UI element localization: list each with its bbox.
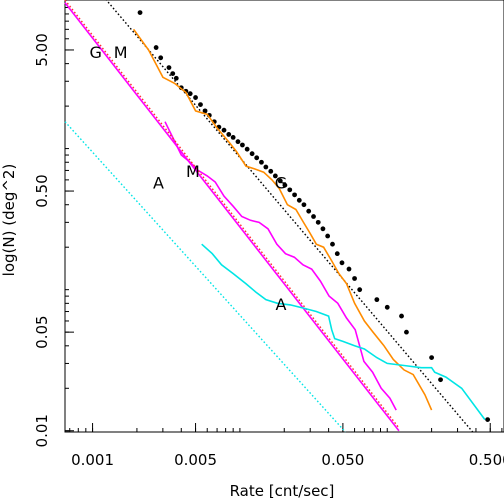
- annotation-A: A: [276, 295, 287, 314]
- annotation-G: G: [275, 174, 287, 193]
- data-point: [287, 187, 293, 193]
- data-point: [296, 197, 302, 203]
- x-tick-label: 0.005: [174, 451, 217, 469]
- data-point: [240, 142, 245, 148]
- y-tick-label: 0.05: [33, 315, 51, 348]
- data-point: [153, 45, 159, 50]
- y-tick-label: 0.50: [33, 174, 51, 207]
- series-G: [132, 28, 433, 411]
- data-point: [311, 214, 316, 219]
- data-point: [384, 304, 390, 310]
- x-tick-label: 0.500: [469, 451, 504, 469]
- y-axis-label: log(N) (deg^2): [0, 164, 18, 277]
- data-point: [315, 219, 321, 225]
- x-tick-label: 0.050: [321, 451, 364, 469]
- data-point: [173, 75, 179, 81]
- data-point: [272, 173, 278, 179]
- data-point: [429, 355, 435, 361]
- series-model_GM: [64, 0, 400, 429]
- data-point: [221, 127, 227, 133]
- x-axis-label: Rate [cnt/sec]: [230, 482, 335, 500]
- data-point: [235, 139, 241, 145]
- annotation-A: A: [153, 174, 164, 193]
- data-point: [166, 65, 172, 70]
- series-model_M: [64, 2, 400, 432]
- data-point: [193, 95, 198, 100]
- data-point: [374, 297, 380, 303]
- data-point: [399, 313, 404, 319]
- data-point: [268, 168, 274, 174]
- y-tick-label: 5.00: [33, 33, 51, 66]
- y-tick-label: 0.01: [33, 414, 51, 447]
- data-point: [404, 329, 409, 335]
- axis-ticks: 0.001 0.005 0.050 0.500 0.01 0.05 0.50 5.00: [33, 6, 504, 469]
- data-point: [244, 146, 250, 152]
- data-point: [170, 71, 176, 76]
- data-point: [292, 192, 297, 198]
- data-point: [137, 10, 143, 15]
- data-point: [198, 102, 203, 107]
- annotation-G: G: [89, 43, 101, 62]
- data-point: [339, 260, 345, 266]
- series-layer: [64, 0, 491, 433]
- series-total_model: [105, 0, 474, 433]
- data-point: [249, 151, 255, 157]
- data-point: [346, 266, 352, 272]
- data-point: [263, 164, 269, 170]
- data-point: [438, 377, 443, 383]
- x-tick-label: 0.001: [71, 451, 114, 469]
- data-point: [357, 287, 363, 293]
- data-point: [334, 251, 340, 257]
- data-point: [226, 132, 232, 137]
- data-point: [306, 208, 312, 214]
- series-M: [164, 121, 397, 411]
- data-point: [187, 91, 193, 97]
- data-point: [254, 155, 260, 161]
- series-model_A: [64, 121, 346, 433]
- annotation-M: M: [186, 162, 200, 181]
- series-A: [201, 243, 486, 421]
- series-total: [137, 10, 491, 422]
- data-point: [282, 182, 288, 188]
- data-point: [301, 202, 307, 208]
- data-point: [277, 178, 283, 184]
- data-point: [320, 226, 326, 232]
- annotation-M: M: [114, 43, 128, 62]
- data-point: [352, 276, 357, 281]
- plot-frame: [64, 0, 504, 433]
- data-point: [230, 135, 236, 140]
- data-point: [330, 241, 335, 247]
- data-point: [202, 108, 208, 114]
- data-point: [259, 159, 264, 165]
- data-point: [485, 417, 491, 422]
- data-point: [325, 233, 331, 239]
- data-point: [158, 55, 164, 61]
